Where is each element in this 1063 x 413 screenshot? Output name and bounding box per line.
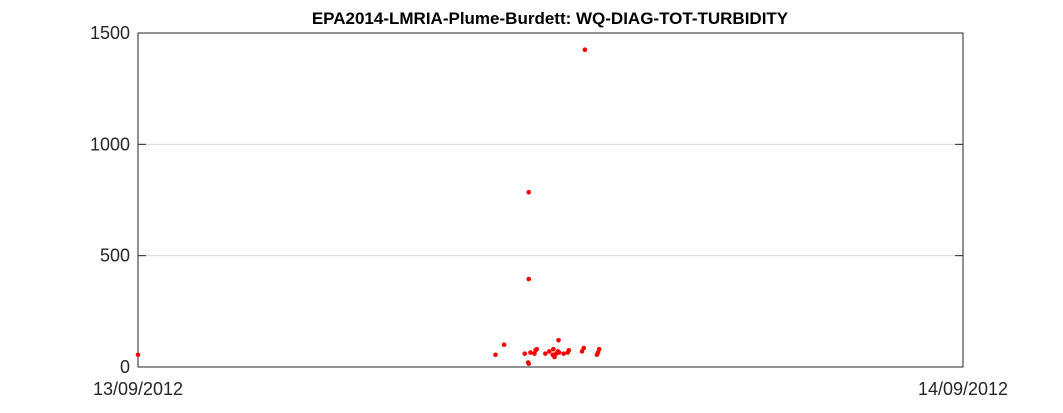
data-points xyxy=(135,47,602,366)
data-point xyxy=(135,352,141,358)
data-point xyxy=(556,337,561,343)
data-point xyxy=(561,351,566,356)
gridlines xyxy=(138,143,963,257)
data-point xyxy=(581,345,587,351)
data-point xyxy=(526,361,532,366)
data-point xyxy=(526,276,532,282)
data-point xyxy=(528,350,533,355)
data-point xyxy=(526,189,532,195)
data-point xyxy=(556,350,562,355)
y-tick-label: 0 xyxy=(120,357,130,377)
x-tick-label: 13/09/2012 xyxy=(93,379,183,399)
data-point xyxy=(543,351,548,356)
x-tick-label: 14/09/2012 xyxy=(918,379,1008,399)
y-tick-label: 1500 xyxy=(90,23,130,43)
data-point xyxy=(566,348,572,353)
data-point xyxy=(493,352,498,358)
y-tick-label: 500 xyxy=(100,246,130,266)
data-point xyxy=(534,346,540,352)
chart-title: EPA2014-LMRIA-Plume-Burdett: WQ-DIAG-TOT… xyxy=(312,9,789,28)
data-point xyxy=(522,351,528,356)
plot-frame xyxy=(137,32,964,368)
axes: 0 500 1000 1500 13/09/2012 14/09/2012 xyxy=(90,23,1008,399)
data-point xyxy=(582,47,588,52)
data-point xyxy=(501,342,507,348)
y-tick-label: 1000 xyxy=(90,134,130,154)
data-point xyxy=(547,349,552,354)
data-point xyxy=(596,346,602,352)
data-point xyxy=(551,346,556,352)
